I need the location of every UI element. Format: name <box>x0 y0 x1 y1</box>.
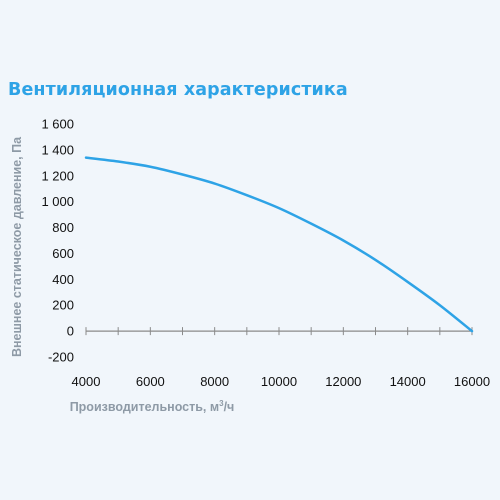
y-tick-label: 1 400 <box>41 142 74 157</box>
x-tick-label: 10000 <box>261 374 297 389</box>
y-tick-label: 600 <box>52 246 74 261</box>
y-tick-label: 1 200 <box>41 168 74 183</box>
series-layer <box>84 156 474 333</box>
y-tick-label: 200 <box>52 298 74 313</box>
x-tick-label: 16000 <box>454 374 490 389</box>
x-tick-label: 6000 <box>136 374 165 389</box>
x-tick-label: 4000 <box>72 374 101 389</box>
y-axis-label: Внешнее статическое давление, Па <box>10 136 24 357</box>
x-axis-label-sup: 3 <box>219 399 224 408</box>
y-axis-ticks: -200 0 200 400 600 800 1 000 1 200 1 400 1 600 <box>41 117 74 365</box>
x-axis-label-base: Производительность, м <box>70 400 219 414</box>
chart-title: Вентиляционная характеристика <box>8 80 348 100</box>
y-tick-label: -200 <box>48 350 74 365</box>
y-tick-label: 400 <box>52 272 74 287</box>
x-axis-label-tail: /ч <box>224 400 235 414</box>
series-line <box>84 156 474 333</box>
y-tick-label: 1 600 <box>41 117 74 132</box>
x-tick-label: 8000 <box>200 374 229 389</box>
x-axis-ticks: 4000 6000 8000 10000 12000 14000 16000 <box>72 374 491 389</box>
x-tick-label: 12000 <box>325 374 361 389</box>
x-axis-label: Производительность, м3/ч <box>70 399 235 414</box>
y-tick-label: 1 000 <box>41 194 74 209</box>
y-tick-label: 800 <box>52 220 74 235</box>
x-axis <box>85 327 473 336</box>
x-tick-label: 14000 <box>390 374 426 389</box>
y-tick-label: 0 <box>67 324 74 339</box>
